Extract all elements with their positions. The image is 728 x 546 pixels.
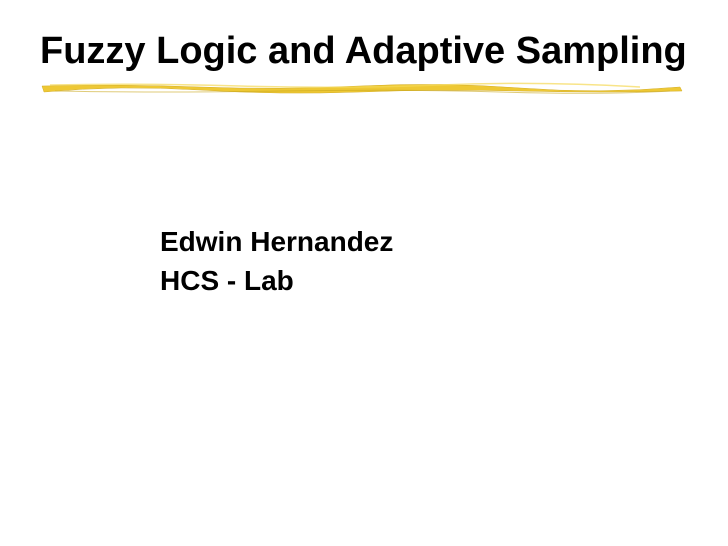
- title-underline: [40, 82, 688, 102]
- presentation-slide: Fuzzy Logic and Adaptive Sampling Edwin …: [0, 0, 728, 546]
- slide-title: Fuzzy Logic and Adaptive Sampling: [40, 30, 688, 74]
- slide-body: Edwin Hernandez HCS - Lab: [160, 222, 688, 300]
- lab-name: HCS - Lab: [160, 261, 688, 300]
- author-name: Edwin Hernandez: [160, 222, 688, 261]
